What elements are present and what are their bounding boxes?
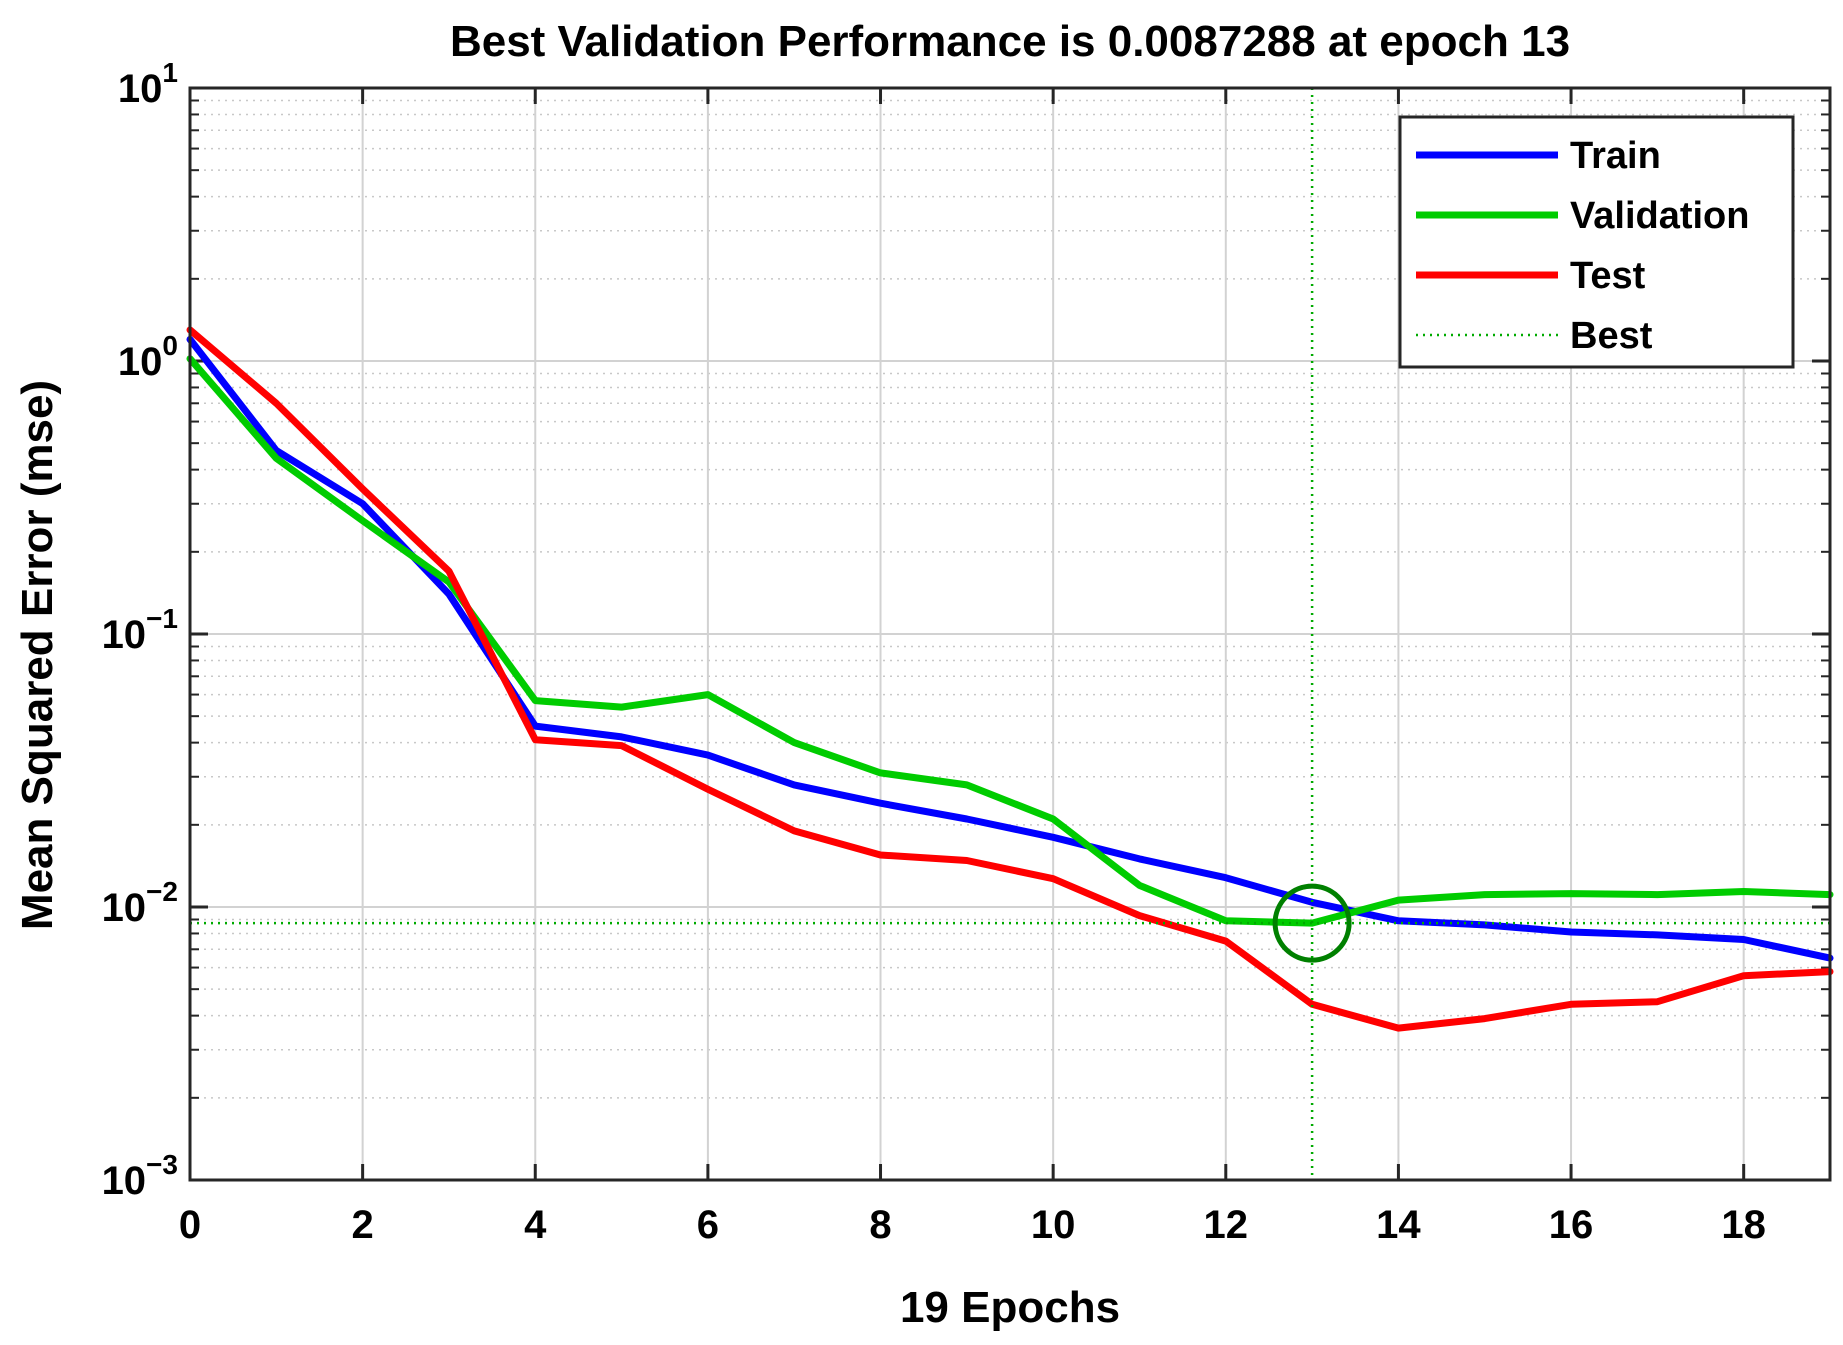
y-tick-label: 10−1 (102, 603, 178, 657)
series-line-test (186, 326, 1834, 1032)
legend-label-validation: Validation (1570, 195, 1749, 237)
plot-frame (188, 86, 1832, 1182)
x-tick-label: 8 (869, 1203, 891, 1247)
series-lines (186, 326, 1834, 1032)
best-marker (190, 88, 1830, 1180)
x-tick-label: 10 (1031, 1203, 1076, 1247)
y-axis-label: Mean Squared Error (mse) (13, 380, 62, 930)
legend-label-best: Best (1570, 315, 1653, 357)
legend: Train Validation Test Best (1398, 115, 1795, 369)
grid (189, 87, 1830, 1181)
x-tick-label: 6 (697, 1203, 719, 1247)
x-tick-label: 0 (179, 1203, 201, 1247)
legend-label-test: Test (1570, 255, 1646, 297)
series-line-train (186, 335, 1834, 962)
chart-title: Best Validation Performance is 0.0087288… (450, 17, 1570, 66)
legend-box (1398, 115, 1795, 369)
y-tick-label: 100 (118, 330, 178, 384)
x-tick-label: 4 (524, 1203, 547, 1247)
x-tick-label: 18 (1721, 1203, 1766, 1247)
best-circle (1272, 883, 1352, 963)
y-tick-labels: 101 100 10−1 10−2 10−3 (102, 57, 178, 1203)
y-tick-label: 101 (118, 57, 178, 111)
x-tick-labels: 0 2 4 6 8 10 12 14 16 18 (179, 1203, 1766, 1247)
y-tick-label: 10−3 (102, 1149, 178, 1203)
legend-label-train: Train (1570, 135, 1661, 177)
x-tick-label: 12 (1204, 1203, 1249, 1247)
x-tick-label: 14 (1376, 1203, 1421, 1247)
x-axis-label: 19 Epochs (900, 1283, 1120, 1332)
x-tick-label: 2 (352, 1203, 374, 1247)
y-tick-label: 10−2 (102, 876, 178, 930)
x-tick-label: 16 (1549, 1203, 1594, 1247)
